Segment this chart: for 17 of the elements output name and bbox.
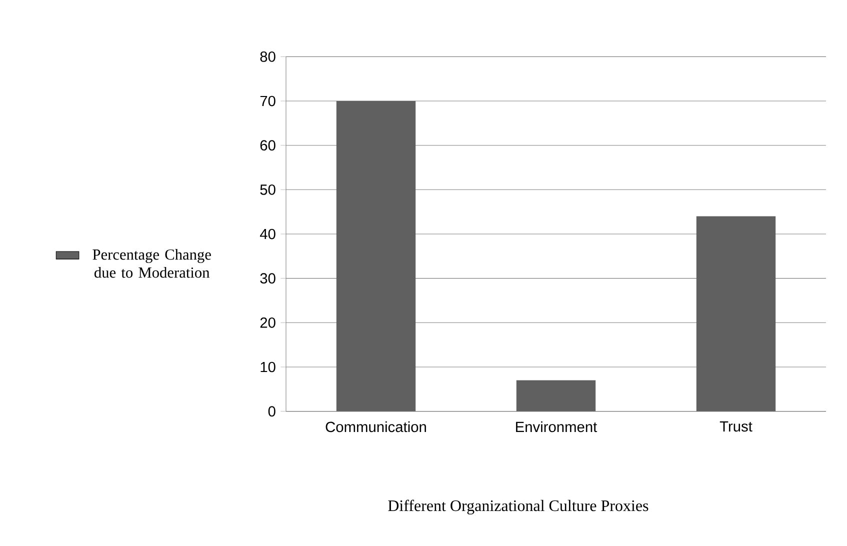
bar [516,380,596,412]
y-tick-label: 70 [260,96,276,106]
y-tick-label: 10 [260,362,276,372]
bar [696,216,776,412]
y-tick-label: 50 [260,184,276,195]
bar [336,101,416,412]
x-tick-label: Environment [516,421,598,432]
y-tick-label: 30 [260,273,276,284]
legend-label: Percentage Change due to Moderation [92,248,211,278]
y-tick-label: 0 [268,406,276,417]
x-tick-label: Trust [720,421,752,432]
y-tick-label: 60 [260,140,276,151]
y-tick-label: 40 [260,228,276,240]
y-tick-label: 20 [260,317,276,328]
y-tick-label: 80 [260,51,276,62]
x-axis-title: Different Organizational Culture Proxies [388,500,648,514]
x-tick-label: Communication [326,421,426,432]
